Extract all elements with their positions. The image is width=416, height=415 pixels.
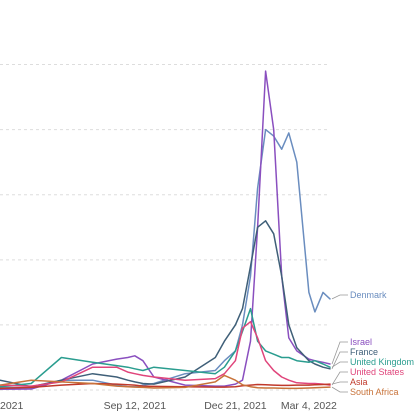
series-line: [0, 70, 331, 391]
legend-label: South Africa: [350, 387, 399, 397]
legend-connector: [331, 294, 348, 300]
series-line: [0, 307, 331, 388]
legend-connector: [331, 361, 348, 368]
legend-connector: [331, 371, 348, 386]
legend-connector: [331, 341, 348, 365]
x-tick-label: Dec 21, 2021: [204, 400, 267, 412]
series-line: [0, 220, 331, 388]
legend-label: Asia: [350, 377, 368, 387]
series-line: [0, 382, 331, 390]
series-lines: [0, 70, 331, 391]
legend-label: United States: [350, 367, 405, 377]
legend-label: France: [350, 347, 378, 357]
legend-label: Israel: [350, 337, 372, 347]
legend-connector: [331, 381, 348, 385]
grid-lines: [0, 64, 330, 391]
x-tick-label: Sep 12, 2021: [104, 400, 167, 412]
x-tick-label: Mar 4, 2022: [281, 400, 337, 412]
x-axis: 2021 Sep 12, 2021 Dec 21, 2021 Mar 4, 2022: [0, 400, 337, 412]
legend-label: United Kingdom: [350, 357, 414, 367]
series-line: [0, 374, 331, 390]
legend-label: Denmark: [350, 290, 387, 300]
legend-connector: [331, 351, 348, 369]
series-line: [0, 320, 331, 387]
x-tick-label: 2021: [0, 400, 24, 412]
legend-connector: [331, 386, 348, 393]
